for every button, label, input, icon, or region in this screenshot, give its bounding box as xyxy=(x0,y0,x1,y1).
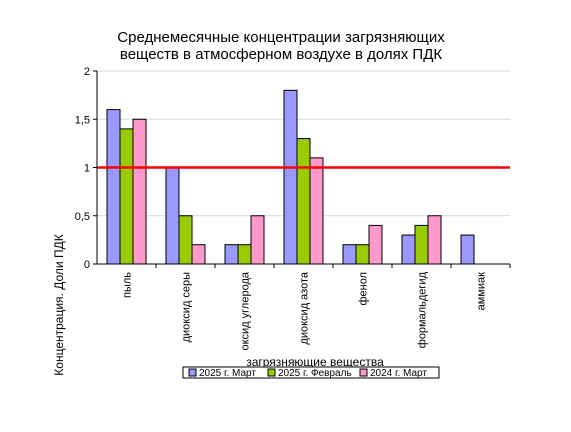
y-tick-label: 0,5 xyxy=(75,211,90,223)
y-tick-label: 2 xyxy=(84,66,90,78)
category-label: диоксид азота xyxy=(299,271,311,344)
bar-1 xyxy=(224,244,239,265)
legend-swatch xyxy=(267,368,276,377)
bar-2 xyxy=(414,224,429,265)
y-tick-label: 1 xyxy=(84,163,90,175)
bar-3 xyxy=(191,244,206,265)
bar-1 xyxy=(106,109,121,265)
bar-2 xyxy=(178,215,193,265)
bar-3 xyxy=(427,215,442,265)
bar-1 xyxy=(342,244,357,265)
category-label: аммиак xyxy=(476,272,488,311)
category-label: оксид углерода xyxy=(240,271,252,350)
legend-label: 2025 г. Март xyxy=(199,368,256,379)
y-axis-label: Концентрация. Доли ПДК xyxy=(52,234,66,375)
category-label: фенол xyxy=(358,272,370,306)
bar-3 xyxy=(250,215,265,265)
chart-title-line-1: Среднемесячные концентрации загрязняющих xyxy=(117,29,445,46)
category-label: пыль xyxy=(122,272,134,298)
bar-3 xyxy=(132,118,147,265)
bar-2 xyxy=(296,138,311,265)
plot-area: 0 0,5 1 1,5 2 пыль диоксид серы оксид углерода д… xyxy=(75,66,511,351)
bar-1 xyxy=(165,167,180,265)
category-label: диоксид серы xyxy=(181,272,193,342)
legend-label: 2024 г. Март xyxy=(370,368,427,379)
bar-1 xyxy=(460,234,475,265)
legend-swatch xyxy=(188,368,197,377)
bar-3 xyxy=(309,157,324,265)
bar-2 xyxy=(355,244,370,265)
legend-swatch xyxy=(359,368,368,377)
category-label: формальдегид xyxy=(417,271,429,348)
legend-box xyxy=(182,366,440,379)
bar-2 xyxy=(119,128,134,265)
y-tick-label: 0 xyxy=(84,259,90,271)
legend: 2025 г. Март 2025 г. Февраль 2024 г. Март xyxy=(182,366,440,379)
bar-1 xyxy=(283,89,298,265)
bar-3 xyxy=(368,224,383,265)
y-tick-label: 1,5 xyxy=(75,114,90,126)
bar-1 xyxy=(401,234,416,265)
chart-title-line-2: веществ в атмосферном воздухе в долях ПД… xyxy=(120,46,442,63)
bar-2 xyxy=(237,244,252,265)
legend-label: 2025 г. Февраль xyxy=(278,368,352,379)
x-axis-label: загрязняющие вещества xyxy=(246,355,384,369)
